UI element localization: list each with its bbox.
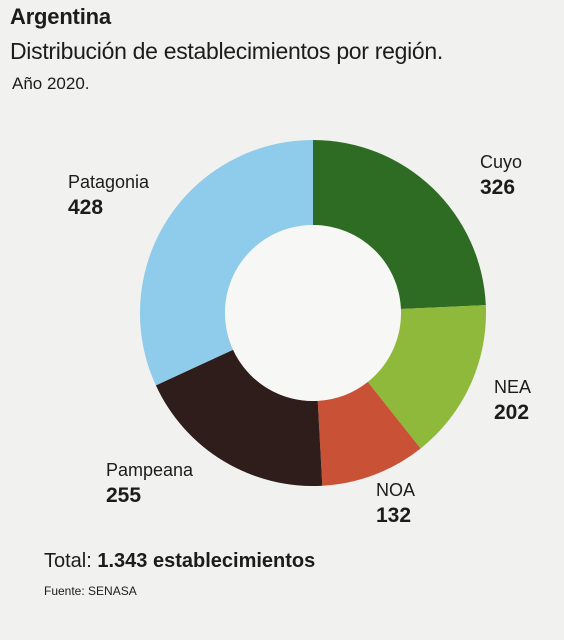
- slice-nea: [367, 305, 486, 449]
- slice-value-cuyo: 326: [480, 176, 515, 199]
- slice-value-nea: 202: [494, 401, 529, 424]
- slice-label-patagonia: Patagonia: [68, 172, 150, 192]
- total-line: Total: 1.343 establecimientos: [44, 550, 315, 573]
- slice-label-cuyo: Cuyo: [480, 152, 522, 172]
- slice-value-noa: 132: [376, 504, 411, 527]
- source-note: Fuente: SENASA: [44, 584, 137, 598]
- slice-patagonia: [140, 140, 313, 386]
- slice-label-noa: NOA: [376, 480, 415, 500]
- slice-value-pampeana: 255: [106, 484, 141, 507]
- slice-pampeana: [155, 349, 323, 486]
- chart-note: Año 2020.: [12, 74, 90, 93]
- slice-value-patagonia: 428: [68, 196, 103, 219]
- donut-hole: [225, 225, 401, 401]
- slice-noa: [317, 381, 421, 486]
- chart-subtitle: Distribución de establecimientos por reg…: [10, 38, 443, 64]
- total-prefix: Total:: [44, 550, 98, 572]
- slice-label-nea: NEA: [494, 377, 531, 397]
- chart-title: Argentina: [10, 4, 111, 29]
- total-value: 1.343 establecimientos: [97, 550, 316, 572]
- slice-cuyo: [313, 140, 486, 309]
- slice-label-pampeana: Pampeana: [106, 460, 194, 480]
